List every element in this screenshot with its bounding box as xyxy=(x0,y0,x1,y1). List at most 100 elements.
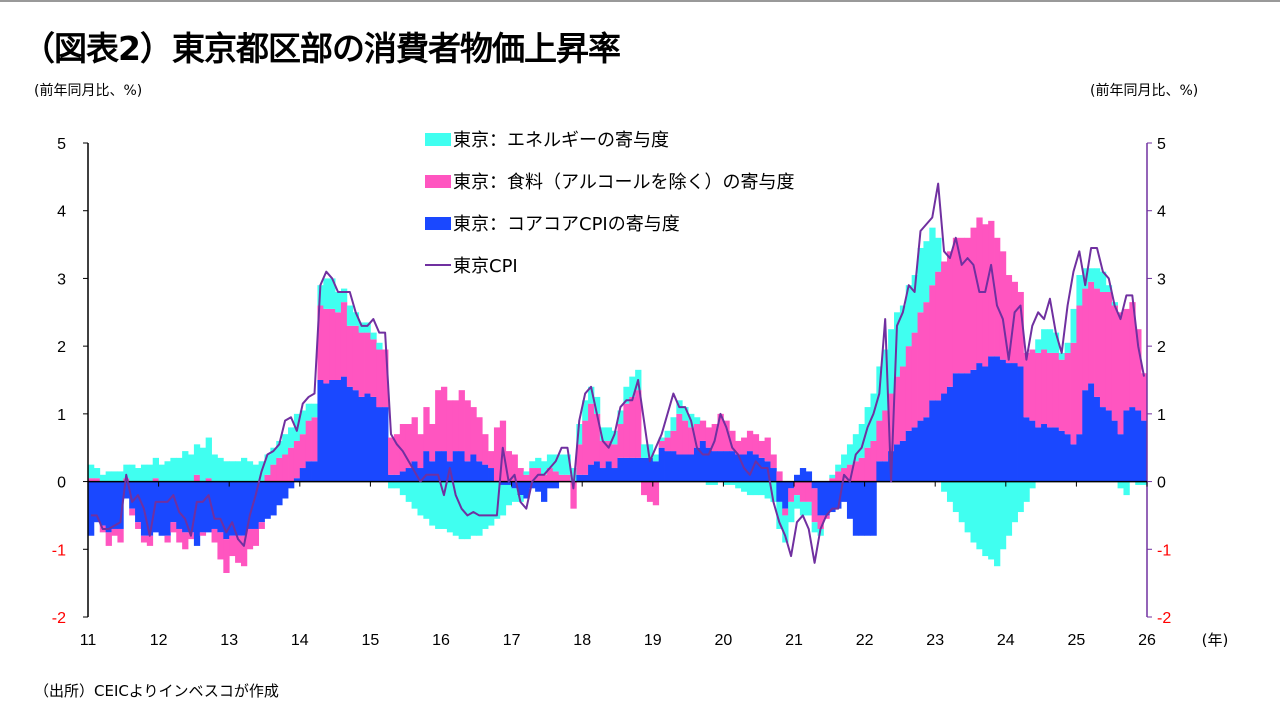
bar-core xyxy=(723,451,730,482)
bar-food xyxy=(135,522,142,529)
bar-food xyxy=(776,471,783,482)
legend-swatch-energy xyxy=(425,132,451,146)
bar-energy xyxy=(1135,481,1142,485)
bar-energy xyxy=(358,322,365,333)
bar-food xyxy=(746,430,754,452)
bar-energy xyxy=(741,481,748,492)
bar-energy xyxy=(1005,481,1013,536)
bar-core xyxy=(517,481,524,496)
bar-energy xyxy=(105,471,112,482)
bar-core xyxy=(270,481,277,516)
bar-food xyxy=(223,539,230,573)
bar-energy xyxy=(199,447,207,482)
bar-energy xyxy=(935,237,942,272)
bar-core xyxy=(846,481,854,519)
right-y-tick-label: -2 xyxy=(1157,610,1171,627)
bar-food xyxy=(88,478,95,482)
bar-energy xyxy=(505,484,512,506)
bar-food xyxy=(164,535,171,543)
axes-group: 5 54 43 32 21 10 0-1 -1-2 -211 12 13 14 15 16 17 18 19 20… xyxy=(52,136,1229,649)
bar-food xyxy=(864,447,871,482)
bar-energy xyxy=(629,376,636,397)
bar-food xyxy=(270,464,277,482)
bar-core xyxy=(399,471,407,482)
bar-core xyxy=(964,373,971,482)
bar-food xyxy=(941,261,948,394)
bar-food xyxy=(217,532,224,560)
bar-core xyxy=(346,386,354,482)
bar-energy xyxy=(564,454,571,475)
top-border xyxy=(0,0,1280,2)
bar-core xyxy=(994,356,1001,482)
bar-core xyxy=(546,481,554,489)
bar-energy xyxy=(476,481,483,536)
bar-core xyxy=(664,451,671,482)
bar-energy xyxy=(970,481,977,543)
bar-food xyxy=(564,474,571,482)
bar-core xyxy=(323,383,330,482)
bar-energy xyxy=(764,481,771,499)
bar-energy xyxy=(1064,342,1071,353)
bar-food xyxy=(958,237,966,374)
legend-label-food: 東京：食料（アルコールを除く）の寄与度 xyxy=(453,172,795,193)
bar-energy xyxy=(511,488,518,502)
bar-food xyxy=(276,457,283,482)
bar-food xyxy=(505,451,512,482)
bar-food xyxy=(252,528,260,546)
bar-core xyxy=(999,359,1007,482)
bar-food xyxy=(629,396,636,458)
bar-core xyxy=(852,481,860,536)
bar-energy xyxy=(446,481,454,533)
bar-energy xyxy=(176,457,183,482)
bar-energy xyxy=(623,386,630,404)
bar-core xyxy=(588,464,595,482)
bar-energy xyxy=(641,444,648,458)
bar-core xyxy=(252,481,260,529)
bar-energy xyxy=(552,454,560,472)
bar-core xyxy=(505,481,512,485)
bar-core xyxy=(193,481,201,546)
bar-core xyxy=(929,400,936,482)
bar-food xyxy=(741,437,748,455)
left-y-tick-label: -1 xyxy=(52,542,66,559)
bar-core xyxy=(1058,430,1066,482)
bar-energy xyxy=(223,461,230,482)
bar-core xyxy=(358,396,365,482)
bar-food xyxy=(488,451,495,469)
bar-food xyxy=(541,474,548,482)
bar-energy xyxy=(170,457,177,482)
bar-energy xyxy=(1029,481,1036,489)
bar-food xyxy=(646,481,654,502)
bar-energy xyxy=(723,481,730,485)
bar-energy xyxy=(1105,285,1113,292)
bar-food xyxy=(1058,359,1066,431)
bar-core xyxy=(952,373,960,482)
bar-core xyxy=(823,481,830,516)
bar-food xyxy=(1046,352,1054,428)
bar-energy xyxy=(288,427,295,448)
bar-energy xyxy=(229,461,236,482)
bar-core xyxy=(693,447,701,482)
bar-food xyxy=(1064,352,1071,435)
bar-food xyxy=(570,481,577,509)
bar-core xyxy=(1135,410,1142,482)
bar-food xyxy=(299,434,307,469)
bar-energy xyxy=(529,461,536,469)
bar-core xyxy=(229,481,236,536)
bar-energy xyxy=(435,481,442,529)
right-y-tick-label: 3 xyxy=(1157,271,1166,288)
bar-food xyxy=(705,427,713,448)
bar-energy xyxy=(493,481,501,519)
bar-food xyxy=(435,390,442,452)
bar-core xyxy=(782,481,789,509)
bar-food xyxy=(470,407,477,455)
bar-energy xyxy=(1058,352,1066,360)
bar-core xyxy=(123,481,130,499)
bar-food xyxy=(617,424,624,458)
bar-core xyxy=(111,481,118,529)
bar-core xyxy=(652,461,660,482)
bar-energy xyxy=(111,471,118,482)
bar-energy xyxy=(217,457,224,482)
bar-energy xyxy=(1046,329,1054,353)
bar-core xyxy=(317,380,324,482)
